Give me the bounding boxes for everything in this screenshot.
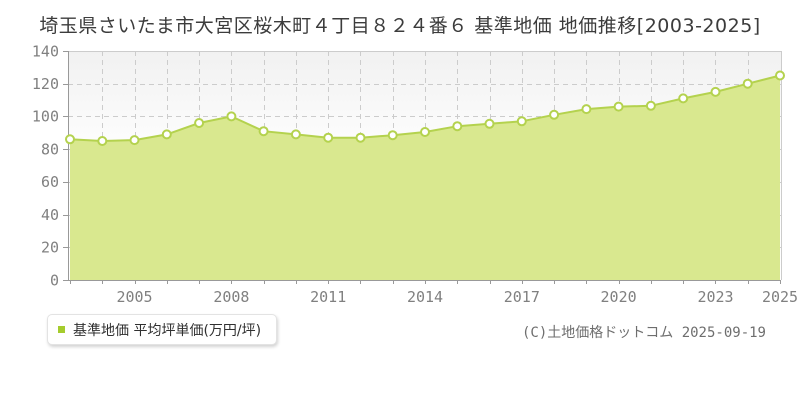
svg-text:80: 80 (41, 140, 59, 158)
svg-text:100: 100 (32, 108, 59, 126)
svg-text:20: 20 (41, 239, 59, 257)
svg-text:2011: 2011 (310, 288, 346, 306)
svg-text:2023: 2023 (697, 288, 733, 306)
copyright-note: (C)土地価格ドットコム 2025-09-19 (521, 325, 766, 341)
svg-text:2008: 2008 (213, 288, 249, 306)
data-point-markers (65, 70, 785, 146)
axes (63, 51, 781, 284)
legend: 基準地価 平均坪単価(万円/坪) (47, 314, 278, 345)
series-area-fill (70, 75, 780, 280)
svg-text:2020: 2020 (601, 288, 637, 306)
svg-text:2017: 2017 (504, 288, 540, 306)
legend-label: 基準地価 平均坪単価(万円/坪) (73, 322, 262, 339)
chart-title: 埼玉県さいたま市大宮区桜木町４丁目８２４番６ 基準地価 地価推移[2003-20… (39, 15, 761, 37)
svg-text:0: 0 (50, 271, 59, 289)
svg-text:60: 60 (41, 173, 59, 191)
tick-labels: 0 20 40 60 80 100 120 140 2005 2008 2011 2014 2017 20… (32, 42, 798, 306)
svg-text:2005: 2005 (116, 288, 152, 306)
svg-text:2014: 2014 (407, 288, 443, 306)
svg-text:140: 140 (32, 42, 59, 60)
svg-text:40: 40 (41, 206, 59, 224)
legend-marker-square (58, 326, 65, 333)
svg-text:2025: 2025 (762, 288, 798, 306)
svg-text:120: 120 (32, 75, 59, 93)
